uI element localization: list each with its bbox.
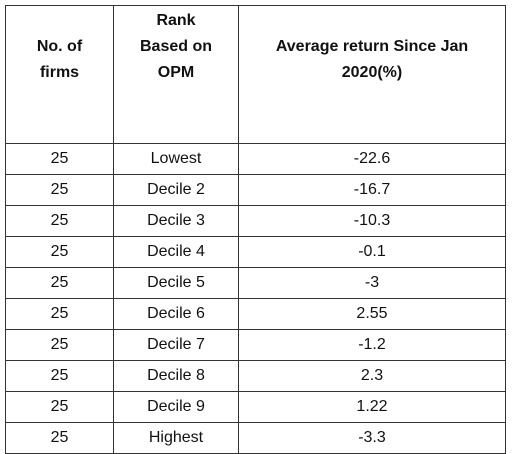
table-cell: 25	[5, 360, 114, 392]
header-line: OPM	[157, 64, 195, 81]
table-cell: Decile 4	[113, 236, 239, 268]
table-cell: 25	[5, 205, 114, 237]
returns-table: No. of firms Rank Based on OPM Average return…	[5, 5, 506, 454]
table-cell: -3	[238, 267, 506, 299]
table-cell: 25	[5, 236, 114, 268]
table-cell: Highest	[113, 422, 239, 454]
table-cell: 25	[5, 174, 114, 206]
table-cell: Decile 3	[113, 205, 239, 237]
table-cell: 25	[5, 298, 114, 330]
table-cell: Decile 9	[113, 391, 239, 423]
header-line: firms	[39, 64, 80, 81]
column-header: Rank Based on OPM	[113, 5, 239, 144]
header-row: No. of firms Rank Based on OPM Average return…	[5, 5, 506, 144]
header-line: No. of	[36, 38, 83, 55]
table-row: 25 Decile 3 -10.3	[5, 205, 506, 237]
header-line: Rank	[156, 12, 196, 29]
header-line: Based on	[139, 38, 212, 55]
table-cell: Lowest	[113, 143, 239, 175]
table-cell: -3.3	[238, 422, 506, 454]
table-cell: 25	[5, 329, 114, 361]
table-row: 25 Decile 6 2.55	[5, 298, 506, 330]
table-cell: -16.7	[238, 174, 506, 206]
table-cell: -22.6	[238, 143, 506, 175]
page: {"table": { "header": [["No. of", "firms…	[5, 5, 506, 454]
table-cell: 25	[5, 391, 114, 423]
table-cell: 25	[5, 422, 114, 454]
table-cell: -0.1	[238, 236, 506, 268]
table-cell: Decile 2	[113, 174, 239, 206]
column-header: Average return Since Jan 2020(%)	[238, 5, 506, 144]
table-row: 25 Decile 7 -1.2	[5, 329, 506, 361]
header-line: 2020(%)	[341, 64, 403, 81]
table-body: 25 Lowest -22.6 25 Decile 2 -16.7 25 Decile 3 -1…	[5, 143, 506, 454]
header-line: Average return Since Jan	[275, 38, 469, 55]
column-header: No. of firms	[5, 5, 114, 144]
table-row: 25 Decile 8 2.3	[5, 360, 506, 392]
table-cell: -10.3	[238, 205, 506, 237]
table-cell: 25	[5, 267, 114, 299]
table-row: 25 Decile 9 1.22	[5, 391, 506, 423]
table-row: 25 Decile 2 -16.7	[5, 174, 506, 206]
table-row: 25 Decile 4 -0.1	[5, 236, 506, 268]
table-cell: 2.55	[238, 298, 506, 330]
table-cell: Decile 6	[113, 298, 239, 330]
table-cell: Decile 5	[113, 267, 239, 299]
table-cell: 25	[5, 143, 114, 175]
table-row: 25 Decile 5 -3	[5, 267, 506, 299]
table-cell: Decile 8	[113, 360, 239, 392]
table-cell: -1.2	[238, 329, 506, 361]
table-row: 25 Lowest -22.6	[5, 143, 506, 175]
table-row: 25 Highest -3.3	[5, 422, 506, 454]
table-cell: 1.22	[238, 391, 506, 423]
table-cell: 2.3	[238, 360, 506, 392]
table-cell: Decile 7	[113, 329, 239, 361]
